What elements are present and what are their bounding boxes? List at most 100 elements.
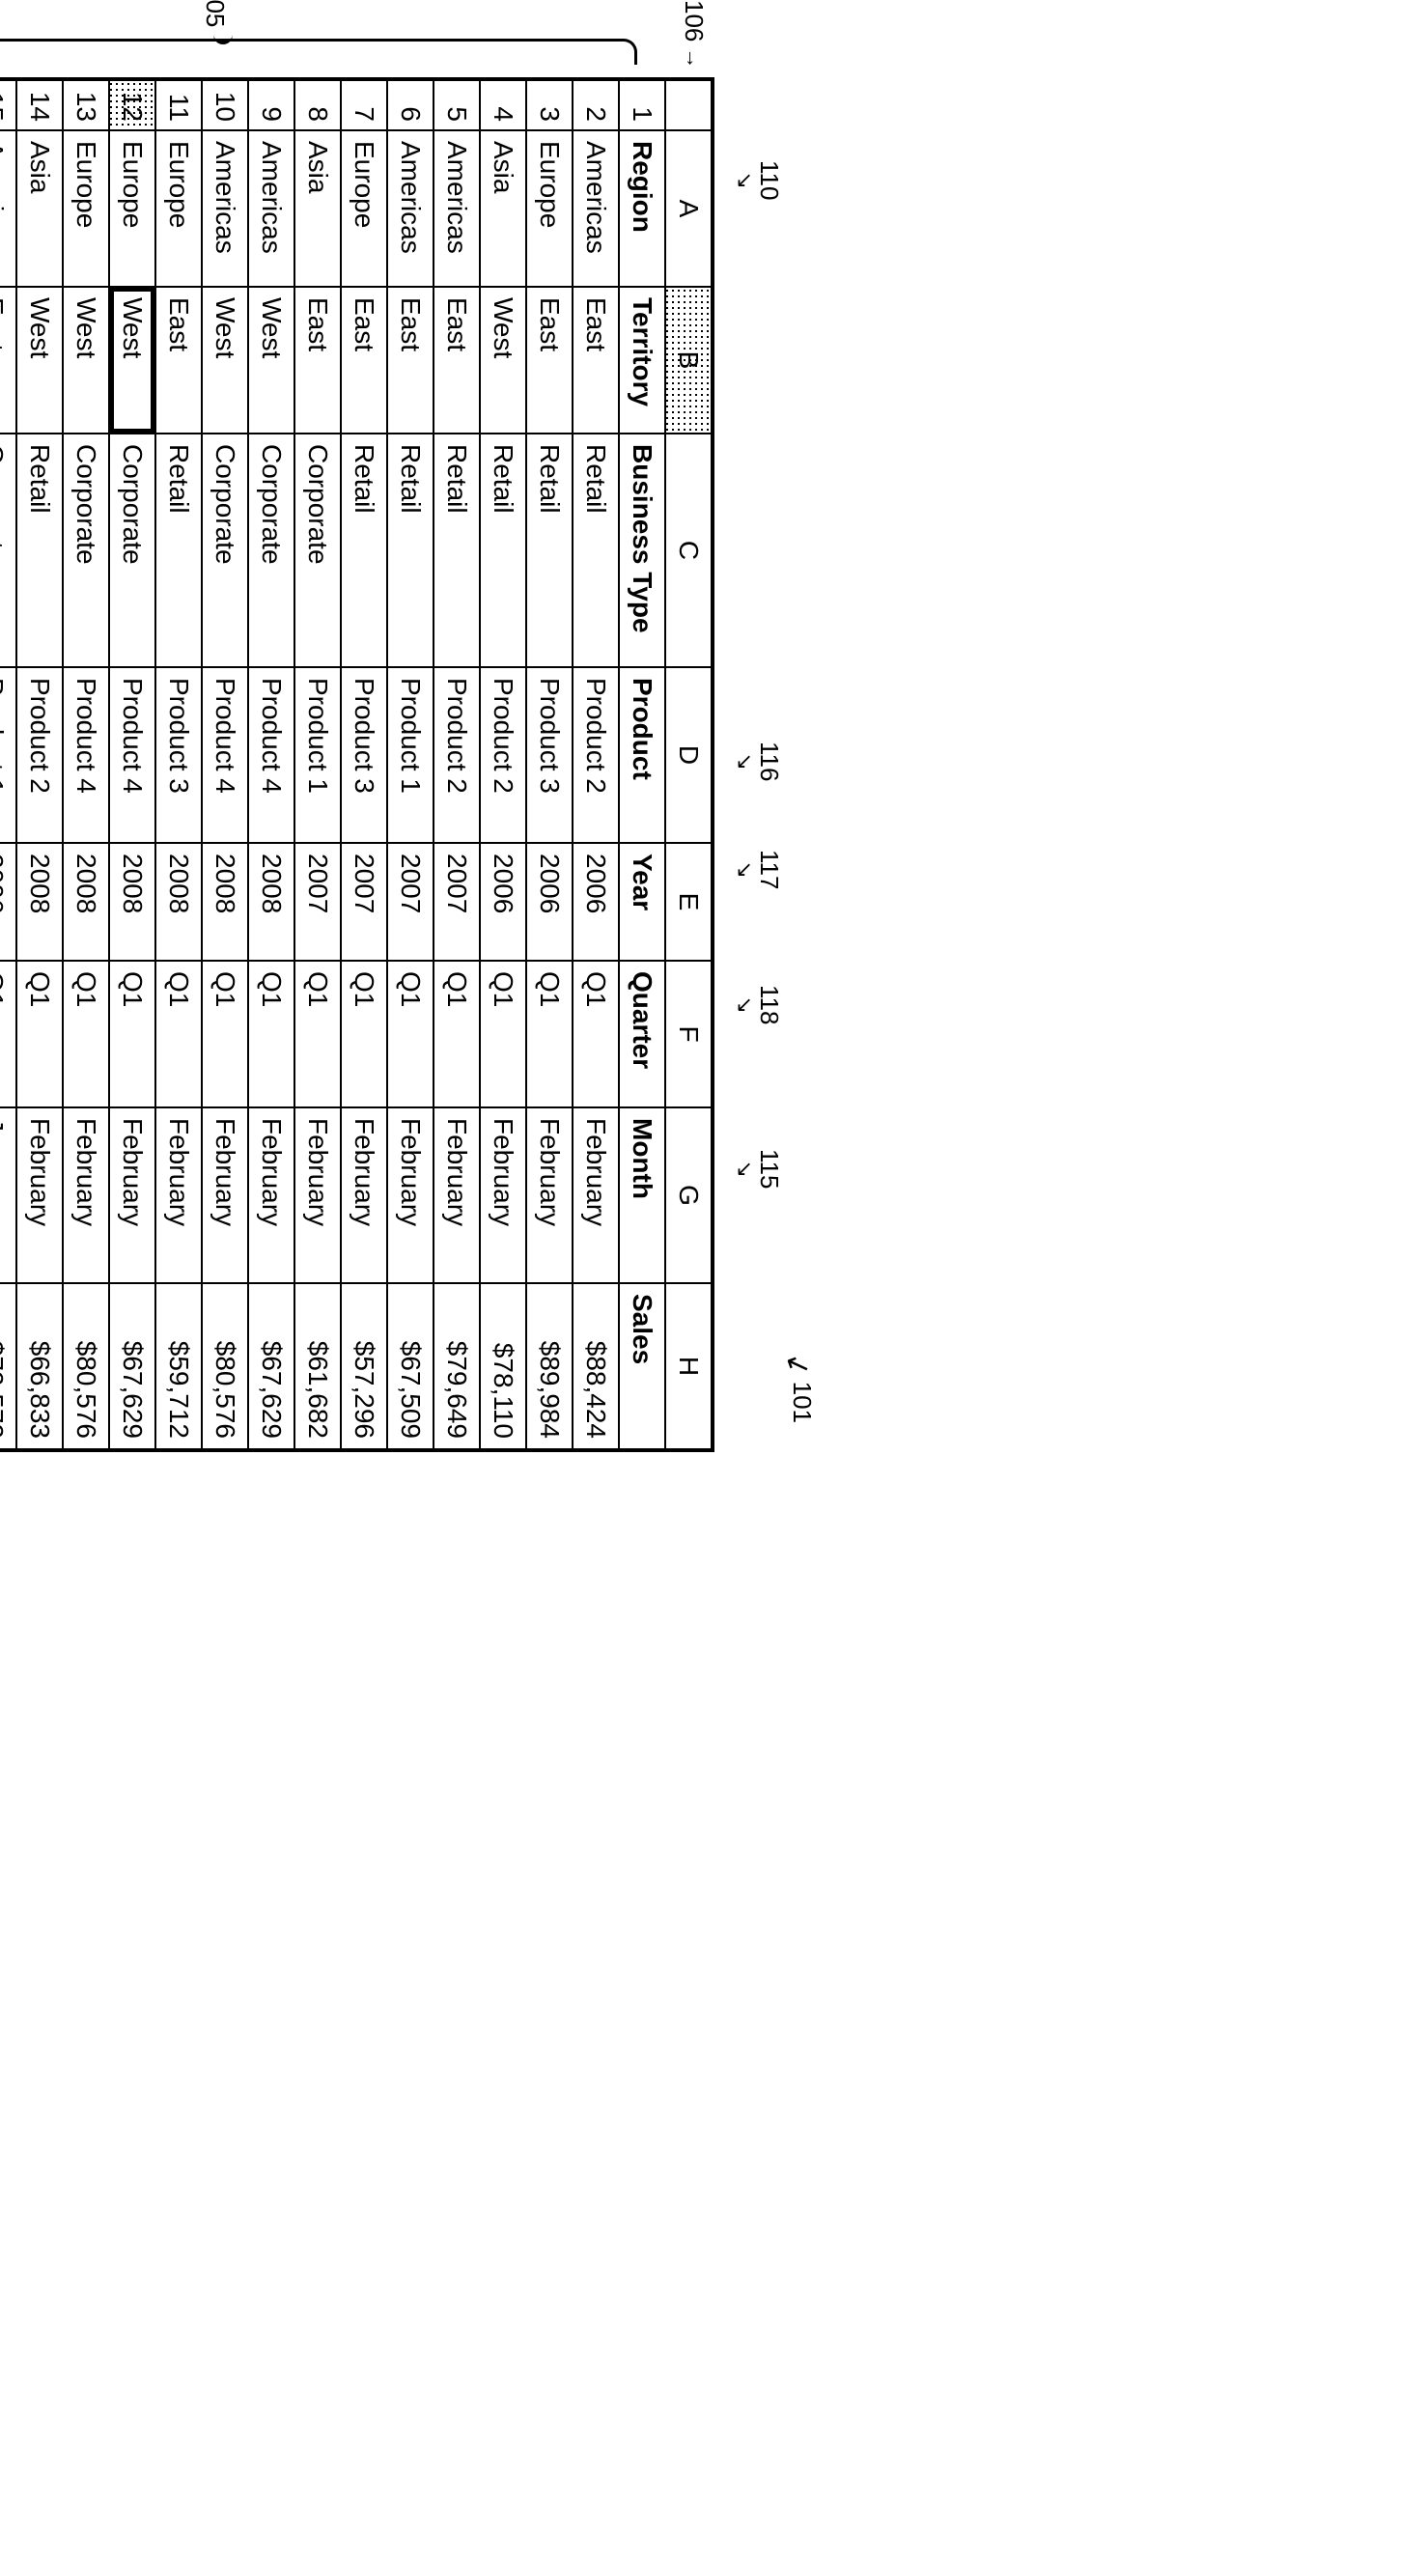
data-cell[interactable]: Q1 (109, 961, 155, 1107)
data-cell[interactable]: Asia (294, 130, 341, 287)
column-letter[interactable]: H (665, 1283, 713, 1450)
data-cell[interactable]: Q1 (387, 961, 434, 1107)
data-cell[interactable]: 2007 (387, 843, 434, 961)
data-cell[interactable]: Corporate (248, 434, 294, 667)
data-cell[interactable]: Corporate (109, 434, 155, 667)
column-letter[interactable]: F (665, 961, 713, 1107)
data-cell[interactable]: February (341, 1107, 387, 1283)
row-number[interactable]: 2 (573, 79, 619, 130)
column-letter[interactable]: G (665, 1107, 713, 1283)
data-cell[interactable]: East (0, 287, 16, 434)
data-cell[interactable]: $66,833 (16, 1283, 63, 1450)
row-number[interactable]: 3 (526, 79, 573, 130)
data-cell[interactable]: $67,629 (109, 1283, 155, 1450)
column-header[interactable]: Quarter (619, 961, 665, 1107)
data-cell[interactable]: Q1 (0, 961, 16, 1107)
data-cell[interactable]: 2008 (155, 843, 202, 961)
row-number[interactable]: 12 (109, 79, 155, 130)
data-cell[interactable]: Retail (341, 434, 387, 667)
data-cell[interactable]: Q1 (526, 961, 573, 1107)
column-header[interactable]: Year (619, 843, 665, 961)
data-cell[interactable]: Retail (387, 434, 434, 667)
data-cell[interactable]: Retail (480, 434, 526, 667)
row-number[interactable]: 10 (202, 79, 248, 130)
data-cell[interactable]: $67,629 (248, 1283, 294, 1450)
data-cell[interactable]: Americas (573, 130, 619, 287)
data-cell[interactable]: Q1 (434, 961, 480, 1107)
data-cell[interactable]: Q1 (155, 961, 202, 1107)
data-cell[interactable]: East (387, 287, 434, 434)
data-cell[interactable]: Europe (155, 130, 202, 287)
data-cell[interactable]: East (434, 287, 480, 434)
data-cell[interactable]: Corporate (0, 434, 16, 667)
row-number[interactable]: 5 (434, 79, 480, 130)
row-number[interactable]: 14 (16, 79, 63, 130)
data-cell[interactable]: $61,682 (294, 1283, 341, 1450)
data-cell[interactable]: Retail (573, 434, 619, 667)
data-cell[interactable]: West (480, 287, 526, 434)
data-cell[interactable]: 2007 (294, 843, 341, 961)
data-cell[interactable]: Americas (248, 130, 294, 287)
column-header[interactable]: Business Type (619, 434, 665, 667)
data-cell[interactable]: Americas (202, 130, 248, 287)
data-cell[interactable]: February (202, 1107, 248, 1283)
data-cell[interactable]: Q1 (573, 961, 619, 1107)
data-cell[interactable]: 2008 (16, 843, 63, 961)
row-number[interactable]: 4 (480, 79, 526, 130)
data-cell[interactable]: February (434, 1107, 480, 1283)
data-cell[interactable]: Asia (480, 130, 526, 287)
data-cell[interactable]: Product 4 (202, 667, 248, 843)
data-cell[interactable]: Corporate (202, 434, 248, 667)
data-cell[interactable]: $80,576 (202, 1283, 248, 1450)
data-cell[interactable]: Corporate (63, 434, 109, 667)
data-cell[interactable]: 2006 (480, 843, 526, 961)
row-number[interactable]: 7 (341, 79, 387, 130)
data-cell[interactable]: 2006 (573, 843, 619, 961)
data-cell[interactable]: Americas (0, 130, 16, 287)
data-cell[interactable]: Europe (109, 130, 155, 287)
data-cell[interactable]: East (155, 287, 202, 434)
data-cell[interactable]: Americas (434, 130, 480, 287)
data-cell[interactable]: $78,110 (480, 1283, 526, 1450)
data-cell[interactable]: West (63, 287, 109, 434)
data-cell[interactable]: Product 1 (294, 667, 341, 843)
column-letter[interactable]: B (665, 287, 713, 434)
data-cell[interactable]: January (0, 1107, 16, 1283)
data-cell[interactable]: Asia (16, 130, 63, 287)
row-number[interactable]: 8 (294, 79, 341, 130)
data-cell[interactable]: 2006 (526, 843, 573, 961)
data-cell[interactable]: February (294, 1107, 341, 1283)
data-cell[interactable]: Q1 (16, 961, 63, 1107)
data-cell[interactable]: Product 3 (155, 667, 202, 843)
column-letter[interactable]: C (665, 434, 713, 667)
data-cell[interactable]: Product 3 (526, 667, 573, 843)
data-cell[interactable]: Product 1 (0, 667, 16, 843)
column-header[interactable]: Sales (619, 1283, 665, 1450)
data-cell[interactable]: February (526, 1107, 573, 1283)
data-cell[interactable]: February (155, 1107, 202, 1283)
data-cell[interactable]: East (573, 287, 619, 434)
data-cell[interactable]: $57,296 (341, 1283, 387, 1450)
column-letter[interactable]: D (665, 667, 713, 843)
data-cell[interactable]: Product 2 (573, 667, 619, 843)
data-cell[interactable]: $80,576 (63, 1283, 109, 1450)
row-number[interactable]: 11 (155, 79, 202, 130)
column-letter[interactable]: A (665, 130, 713, 287)
data-cell[interactable]: Product 2 (16, 667, 63, 843)
data-cell[interactable]: Corporate (294, 434, 341, 667)
data-cell[interactable]: 2007 (341, 843, 387, 961)
data-cell[interactable]: Retail (16, 434, 63, 667)
data-cell[interactable]: West (16, 287, 63, 434)
data-cell[interactable]: Retail (526, 434, 573, 667)
data-cell[interactable]: Q1 (341, 961, 387, 1107)
data-cell[interactable]: West (109, 287, 155, 434)
data-cell[interactable]: February (248, 1107, 294, 1283)
data-cell[interactable]: Americas (387, 130, 434, 287)
data-cell[interactable]: Product 1 (387, 667, 434, 843)
column-letter[interactable]: E (665, 843, 713, 961)
data-cell[interactable]: Q1 (294, 961, 341, 1107)
data-cell[interactable]: East (341, 287, 387, 434)
data-cell[interactable]: $88,424 (573, 1283, 619, 1450)
column-header[interactable]: Region (619, 130, 665, 287)
column-header[interactable]: Territory (619, 287, 665, 434)
